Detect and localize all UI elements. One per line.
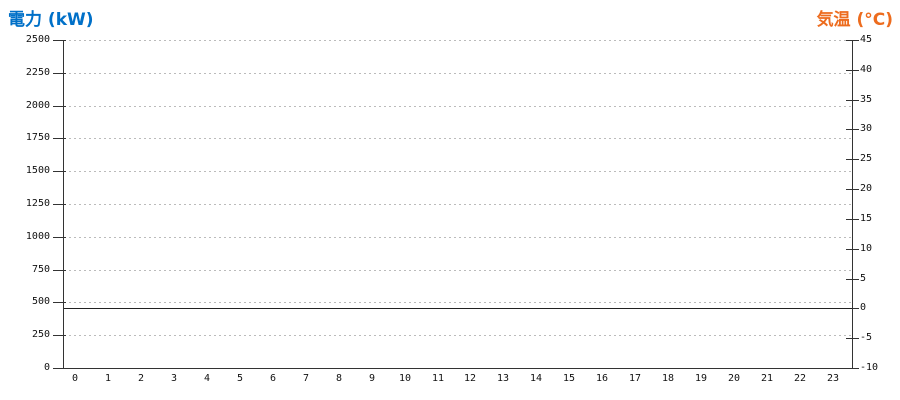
x-axis-tick-label: 22	[793, 373, 807, 384]
right-axis-tick-mark	[846, 70, 859, 71]
x-axis-tick-label: 15	[562, 373, 576, 384]
right-axis-tick-label: 35	[860, 94, 873, 105]
gridline	[64, 40, 852, 41]
gridline	[64, 270, 852, 271]
x-axis-tick-label: 23	[826, 373, 840, 384]
right-axis-tick-mark	[846, 279, 859, 280]
right-axis-tick-label: 0	[860, 302, 867, 313]
x-axis-tick-label: 1	[104, 373, 112, 384]
right-axis-tick-mark	[846, 100, 859, 101]
left-axis-tick-label: 250	[31, 329, 50, 340]
right-axis-tick-mark	[846, 159, 859, 160]
x-axis-line	[63, 368, 853, 369]
gridline	[64, 204, 852, 205]
right-axis-tick-label: 5	[860, 273, 867, 284]
gridline	[64, 171, 852, 172]
x-axis-tick-label: 2	[137, 373, 145, 384]
x-axis-tick-label: 19	[694, 373, 708, 384]
gridline	[64, 335, 852, 336]
right-axis-tick-mark	[846, 219, 859, 220]
x-axis-tick-label: 4	[203, 373, 211, 384]
x-axis-tick-label: 21	[760, 373, 774, 384]
left-axis-tick-label: 750	[31, 264, 50, 275]
x-axis-tick-label: 3	[170, 373, 178, 384]
right-axis-tick-label: 20	[860, 183, 873, 194]
right-axis-tick-mark	[846, 189, 859, 190]
gridline	[64, 302, 852, 303]
left-axis-title: 電力 (kW)	[8, 10, 94, 30]
left-axis-tick-mark	[53, 368, 66, 369]
x-axis-tick-label: 7	[302, 373, 310, 384]
left-axis-tick-label: 1750	[25, 132, 50, 143]
x-axis-tick-label: 8	[335, 373, 343, 384]
left-axis-tick-label: 500	[31, 296, 50, 307]
x-axis-tick-label: 5	[236, 373, 244, 384]
x-axis-tick-label: 18	[661, 373, 675, 384]
x-axis-tick-label: 11	[431, 373, 445, 384]
right-axis-tick-label: 40	[860, 64, 873, 75]
x-axis-tick-label: 13	[496, 373, 510, 384]
left-axis-tick-label: 2250	[25, 67, 50, 78]
right-axis-tick-label: 30	[860, 123, 873, 134]
x-axis-tick-label: 14	[529, 373, 543, 384]
left-axis-tick-mark	[53, 138, 66, 139]
x-axis-tick-label: 16	[595, 373, 609, 384]
left-axis-tick-mark	[53, 171, 66, 172]
left-axis-tick-mark	[53, 73, 66, 74]
right-axis-tick-mark	[846, 129, 859, 130]
left-axis-tick-label: 2500	[25, 34, 50, 45]
gridline	[64, 73, 852, 74]
gridline	[64, 237, 852, 238]
left-axis-tick-label: 1000	[25, 231, 50, 242]
right-axis-tick-mark	[846, 368, 859, 369]
right-axis-tick-mark	[846, 249, 859, 250]
right-axis-tick-mark	[846, 40, 859, 41]
y-axis-right-line	[852, 40, 853, 369]
x-axis-tick-label: 10	[398, 373, 412, 384]
temperature-series-line	[64, 308, 852, 309]
x-axis-tick-label: 12	[463, 373, 477, 384]
left-axis-tick-label: 0	[43, 362, 50, 373]
left-axis-tick-mark	[53, 335, 66, 336]
left-axis-tick-mark	[53, 40, 66, 41]
right-axis-tick-mark	[846, 338, 859, 339]
right-axis-tick-mark	[846, 308, 859, 309]
right-axis-tick-label: -5	[860, 332, 873, 343]
x-axis-tick-label: 0	[71, 373, 79, 384]
right-axis-tick-label: 45	[860, 34, 873, 45]
left-axis-tick-mark	[53, 204, 66, 205]
gridline	[64, 138, 852, 139]
gridline	[64, 106, 852, 107]
left-axis-tick-mark	[53, 106, 66, 107]
left-axis-tick-label: 1250	[25, 198, 50, 209]
left-axis-tick-label: 1500	[25, 165, 50, 176]
left-axis-tick-label: 2000	[25, 100, 50, 111]
left-axis-tick-mark	[53, 302, 66, 303]
right-axis-tick-label: 10	[860, 243, 873, 254]
left-axis-tick-mark	[53, 237, 66, 238]
right-axis-tick-label: 15	[860, 213, 873, 224]
x-axis-tick-label: 17	[628, 373, 642, 384]
right-axis-tick-label: -10	[860, 362, 879, 373]
x-axis-tick-label: 20	[727, 373, 741, 384]
right-axis-tick-label: 25	[860, 153, 873, 164]
right-axis-title: 気温 (°C)	[816, 10, 893, 30]
x-axis-tick-label: 6	[269, 373, 277, 384]
x-axis-tick-label: 9	[368, 373, 376, 384]
left-axis-tick-mark	[53, 270, 66, 271]
